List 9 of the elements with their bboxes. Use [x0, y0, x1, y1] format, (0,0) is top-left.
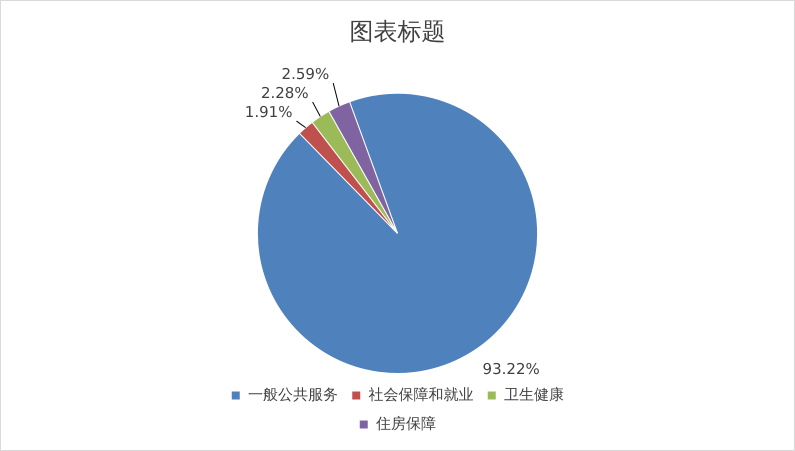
data-label: 2.59% — [282, 64, 330, 83]
chart-title: 图表标题 — [350, 18, 446, 46]
legend-label: 社会保障和就业 — [368, 385, 474, 404]
legend-label: 卫生健康 — [504, 385, 564, 404]
data-label: 1.91% — [244, 102, 292, 121]
data-label: 93.22% — [482, 360, 540, 378]
legend-label: 住房保障 — [374, 414, 436, 432]
data-label: 2.28% — [260, 84, 309, 102]
legend-label: 一般公共服务 — [248, 385, 338, 404]
